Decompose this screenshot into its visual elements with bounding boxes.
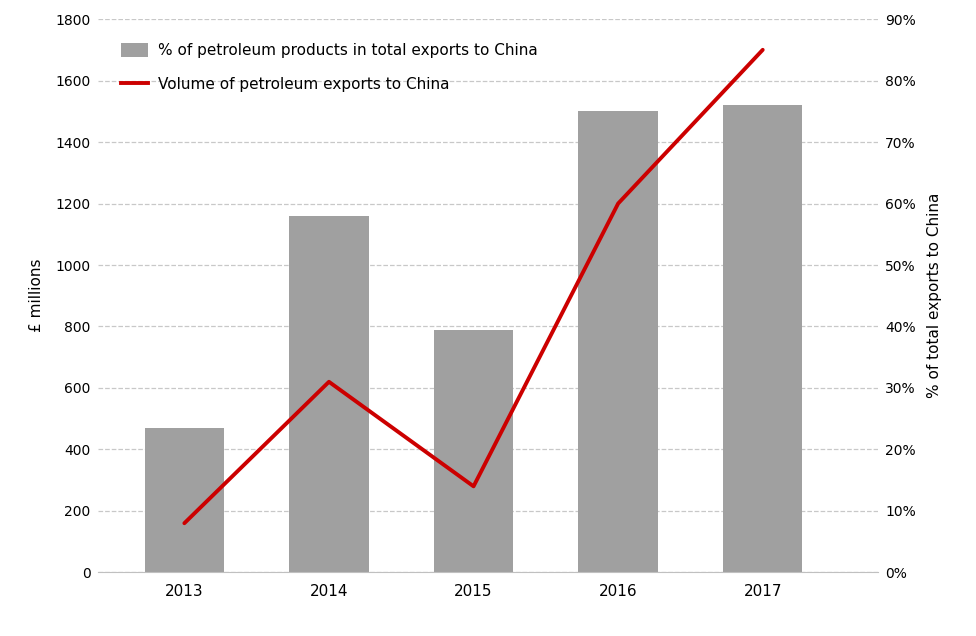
Bar bbox=[723, 105, 802, 572]
Y-axis label: £ millions: £ millions bbox=[29, 259, 44, 333]
Legend: % of petroleum products in total exports to China, Volume of petroleum exports t: % of petroleum products in total exports… bbox=[121, 43, 537, 92]
Bar bbox=[289, 216, 369, 572]
Bar bbox=[144, 428, 224, 572]
Bar bbox=[579, 111, 658, 572]
Y-axis label: % of total exports to China: % of total exports to China bbox=[927, 193, 942, 398]
Bar bbox=[433, 329, 513, 572]
